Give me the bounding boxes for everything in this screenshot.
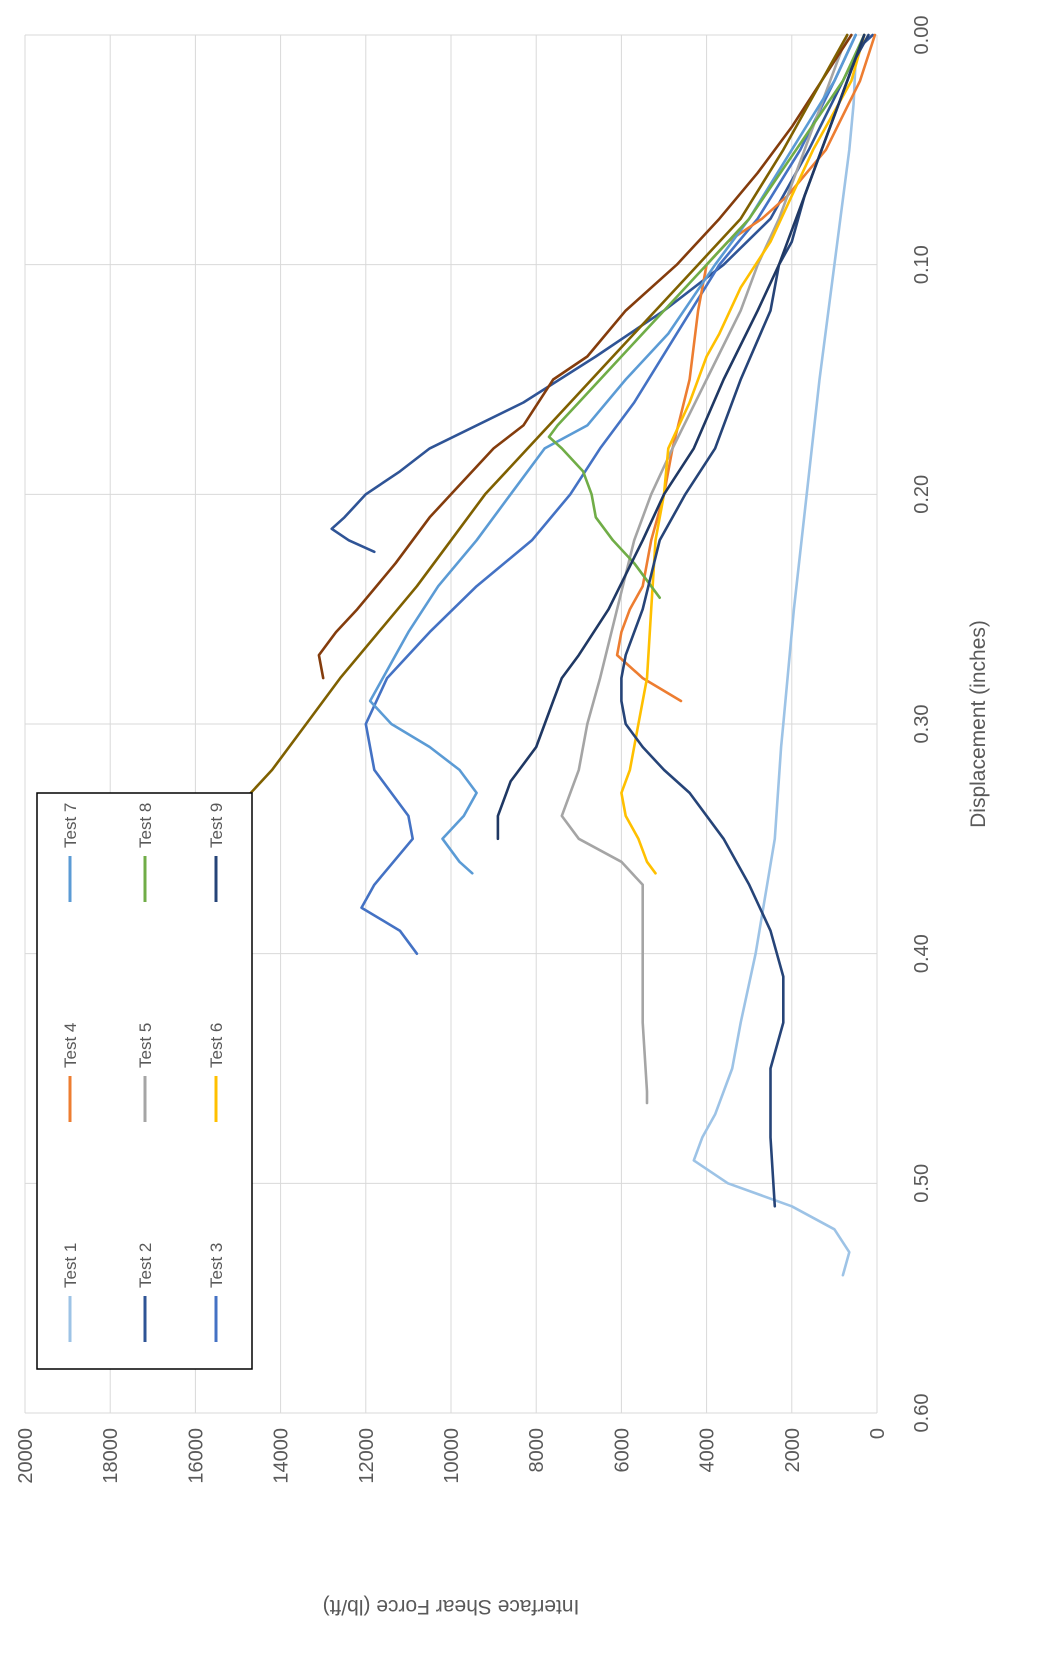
legend-label: Test 7 bbox=[61, 803, 80, 848]
legend-label: Test 1 bbox=[61, 1243, 80, 1288]
y-tick-label: 4000 bbox=[697, 1428, 719, 1473]
x-tick-label: 0.20 bbox=[911, 475, 933, 514]
x-tick-label: 0.30 bbox=[911, 705, 933, 744]
y-tick-label: 2000 bbox=[782, 1428, 804, 1473]
legend-label: Test 9 bbox=[207, 803, 226, 848]
legend-label: Test 3 bbox=[207, 1243, 226, 1288]
x-tick-label: 0.60 bbox=[911, 1394, 933, 1433]
x-tick-label: 0.00 bbox=[911, 16, 933, 55]
series-line-test-4 bbox=[615, 33, 877, 703]
x-tick-label: 0.40 bbox=[911, 934, 933, 973]
x-axis-title: Displacement (inches) bbox=[967, 620, 990, 828]
legend-label: Test 11 bbox=[0, 0, 54, 4]
legend-label: Test 4 bbox=[61, 1023, 80, 1068]
series-line-test-6 bbox=[620, 33, 866, 875]
legend-label: Test 10 bbox=[0, 0, 55, 4]
y-tick-label: 8000 bbox=[526, 1428, 548, 1473]
legend-label: Test 12 bbox=[0, 0, 55, 4]
legend-label: Test 6 bbox=[207, 1023, 226, 1068]
y-tick-label: 18000 bbox=[100, 1428, 122, 1484]
y-axis-title: Interface Shear Force (lb/ft) bbox=[323, 1595, 580, 1618]
y-tick-label: 14000 bbox=[271, 1428, 293, 1484]
y-tick-label: 6000 bbox=[611, 1428, 633, 1473]
legend: Test 1 Test 2 Test 3 Test 4 Test 5 Test 6 Test… bbox=[0, 0, 253, 1370]
legend-label: Test 5 bbox=[136, 1023, 155, 1068]
y-axis-ticks: 0 2000 4000 6000 8000 10000 12000 14000 16000 180… bbox=[15, 1428, 889, 1484]
series-line-test-1 bbox=[692, 33, 866, 1277]
x-tick-label: 0.10 bbox=[911, 245, 933, 284]
series-line-test-12 bbox=[496, 33, 866, 841]
y-tick-label: 10000 bbox=[441, 1428, 463, 1484]
series-line-test-9 bbox=[620, 33, 870, 1208]
series-line-test-8 bbox=[547, 33, 866, 599]
series-lines bbox=[143, 33, 877, 1277]
series-line-test-7 bbox=[368, 33, 857, 875]
series-line-test-3 bbox=[360, 33, 857, 955]
y-tick-label: 0 bbox=[867, 1428, 889, 1439]
y-tick-label: 16000 bbox=[185, 1428, 207, 1484]
series-line-test-2 bbox=[330, 33, 874, 554]
series-line-test-10 bbox=[317, 33, 853, 680]
legend-label: Test 2 bbox=[136, 1243, 155, 1288]
y-tick-label: 12000 bbox=[356, 1428, 378, 1484]
legend-label: Test 8 bbox=[136, 803, 155, 848]
y-tick-label: 20000 bbox=[15, 1428, 37, 1484]
x-axis-ticks: 0.00 0.10 0.20 0.30 0.40 0.50 0.60 bbox=[911, 16, 933, 1433]
x-tick-label: 0.50 bbox=[911, 1164, 933, 1203]
